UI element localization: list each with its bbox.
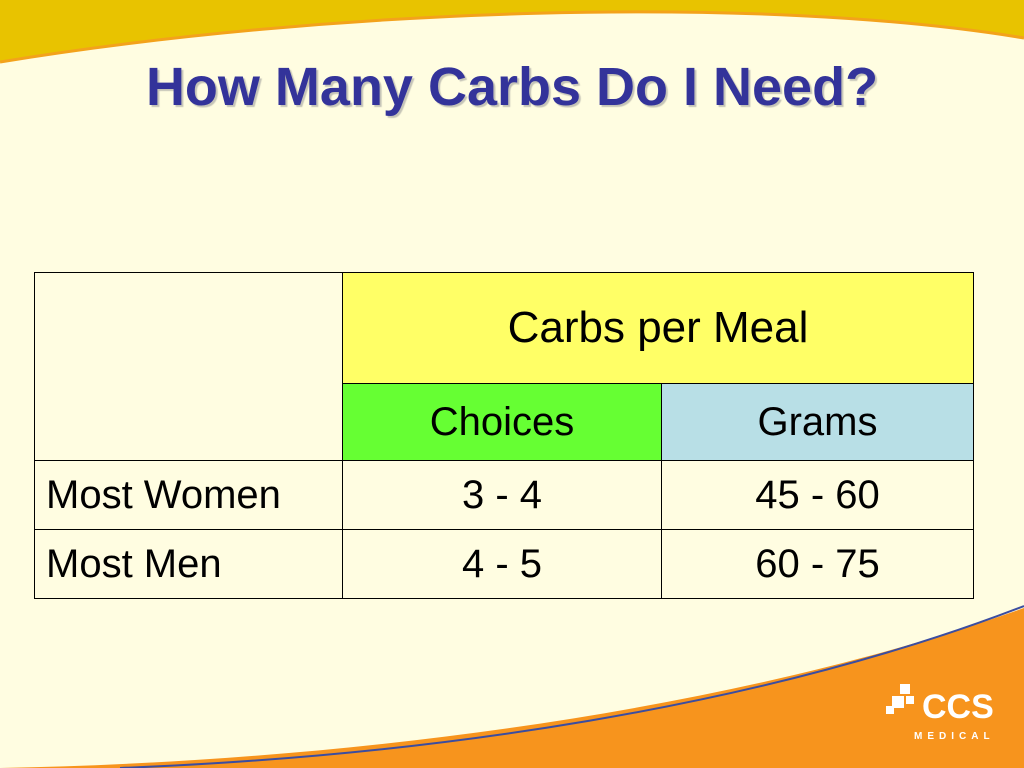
table-row: Most Men 4 - 5 60 - 75 [34,529,974,599]
bottom-wave [0,608,1024,768]
ccs-logo-mark-icon [886,684,914,714]
cell-women-choices: 3 - 4 [342,460,662,530]
group-header-carbs-per-meal: Carbs per Meal [342,272,974,384]
top-wave-edge [0,10,1024,64]
table-row: Most Women 3 - 4 45 - 60 [34,460,974,530]
cell-men-grams: 60 - 75 [661,529,974,599]
table-subheader-row: Choices Grams [35,383,974,461]
logo-name: CCS [922,688,994,726]
row-label-most-women: Most Women [34,460,343,530]
carbs-table: Carbs per Meal Choices Grams Most Women … [34,272,974,599]
slide-title: How Many Carbs Do I Need? [145,57,879,117]
bottom-wave-edge [119,605,1024,768]
table-header-row: Carbs per Meal [34,272,974,461]
ccs-medical-logo: CCS MEDICAL [886,682,996,748]
top-wave [0,0,1024,62]
cell-women-grams: 45 - 60 [661,460,974,530]
column-header-grams: Grams [661,383,974,461]
row-label-most-men: Most Men [34,529,343,599]
column-header-choices: Choices [342,383,662,461]
cell-men-choices: 4 - 5 [342,529,662,599]
corner-cell [34,272,343,461]
logo-subtitle: MEDICAL [914,731,995,742]
